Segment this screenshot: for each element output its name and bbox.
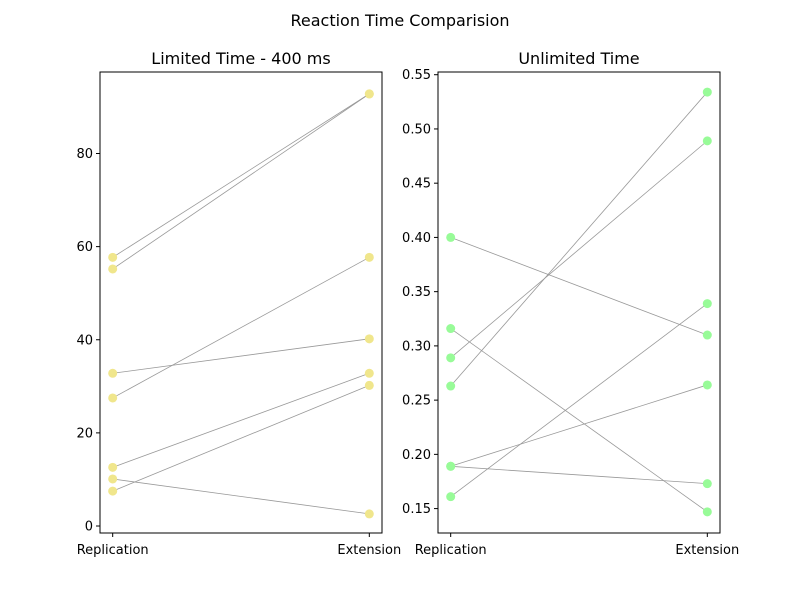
figure-title: Reaction Time Comparision [290,11,509,30]
right-ytick-label-5: 0.40 [402,231,431,246]
right-extension-point-2 [702,136,712,146]
right-subplot-title: Unlimited Time [518,49,639,68]
right-extension-point-6 [702,299,712,309]
right-x-axis: Replication Extension [415,533,739,558]
left-plot-frame [99,71,383,534]
left-pair-line-2 [112,338,370,374]
right-replication-point-0 [446,232,456,242]
right-replication-point-1 [446,324,456,334]
right-extension-point-1 [702,507,712,517]
right-pair-line-3 [450,91,708,387]
left-pair-line-3 [112,256,370,399]
left-ytick-label-0: 0 [85,520,93,535]
left-pair-line-6 [112,385,370,492]
left-xtick-label-0: Replication [77,543,149,558]
left-replication-point-0 [108,252,118,262]
right-extension-point-5 [702,479,712,489]
left-replication-point-6 [108,486,118,496]
left-ytick-label-3: 60 [76,240,93,255]
right-pair-line-0 [450,237,708,336]
right-xtick-label-1: Extension [675,543,739,558]
left-points [108,89,374,519]
right-ytick-label-4: 0.35 [402,285,431,300]
left-pair-line-1 [112,93,370,270]
right-replication-point-5 [446,461,456,471]
right-pair-line-5 [450,465,708,485]
left-extension-point-3 [364,252,374,262]
left-x-axis: Replication Extension [77,533,401,558]
left-replication-point-2 [108,368,118,378]
left-ytick-label-1: 20 [76,426,93,441]
right-extension-point-4 [702,380,712,390]
left-extension-point-2 [364,334,374,344]
right-points [446,87,712,517]
right-pair-line-1 [450,328,708,513]
right-extension-point-0 [702,330,712,340]
right-ytick-label-1: 0.20 [402,448,431,463]
left-y-axis: 0 20 40 60 80 [76,147,100,535]
right-ytick-label-2: 0.25 [402,394,431,409]
right-y-axis: 0.15 0.20 0.25 0.30 0.35 0.40 0.45 0.50 0.55 [402,68,438,517]
right-pair-lines [450,91,708,513]
left-pair-line-4 [112,372,370,468]
left-replication-point-1 [108,264,118,274]
right-pair-line-2 [450,140,708,359]
right-replication-point-6 [446,492,456,502]
left-pair-line-5 [112,478,370,515]
right-extension-point-3 [702,87,712,97]
left-replication-point-5 [108,474,118,484]
left-subplot: Limited Time - 400 ms 0 20 40 60 80 Replicat… [76,49,401,558]
right-replication-point-2 [446,353,456,363]
right-ytick-label-6: 0.45 [402,177,431,192]
left-pair-line-0 [112,93,370,258]
left-ytick-label-4: 80 [76,147,93,162]
right-xtick-label-0: Replication [415,543,487,558]
left-pair-lines [112,93,370,515]
left-subplot-title: Limited Time - 400 ms [151,49,330,68]
left-extension-point-6 [364,380,374,390]
right-subplot: Unlimited Time 0.150.200.250.300.350.400… [402,49,739,558]
right-ytick-label-7: 0.50 [402,122,431,137]
right-ytick-label-0: 0.15 [402,502,431,517]
right-plot-frame [437,71,721,534]
left-extension-point-4 [364,368,374,378]
right-ytick-label-3: 0.30 [402,339,431,354]
left-ytick-label-2: 40 [76,333,93,348]
right-replication-point-3 [446,381,456,391]
left-xtick-label-1: Extension [337,543,401,558]
right-ytick-label-8: 0.55 [402,68,431,83]
right-pair-line-6 [450,303,708,497]
left-extension-point-5 [364,509,374,519]
left-replication-point-3 [108,393,118,403]
left-replication-point-4 [108,462,118,472]
left-extension-point-1 [364,89,374,99]
right-pair-line-4 [450,384,708,467]
